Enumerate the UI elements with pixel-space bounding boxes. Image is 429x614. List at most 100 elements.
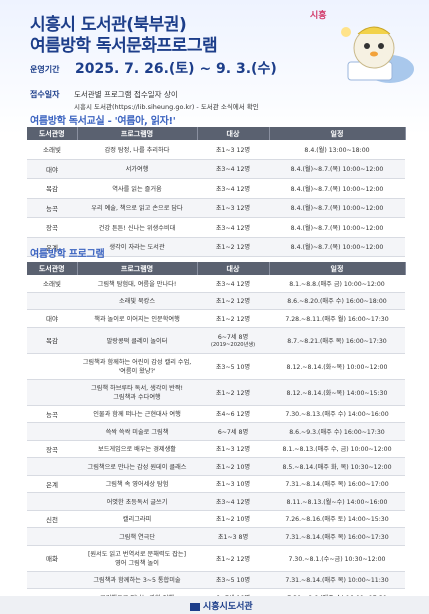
section2-title: 여름방학 프로그램	[30, 249, 105, 260]
program-cell-text: 우리 예술, 책으로 읽고 손으로 담다	[91, 205, 183, 213]
schedule-cell: 7.30.~8.13.(매주 수) 14:00~16:00	[269, 405, 405, 423]
library-cell: 능곡	[27, 198, 77, 218]
schedule-cell-text: 7.30.~8.1.(수~금) 10:30~12:00	[288, 555, 386, 563]
target-cell-text: 초1~2 12명	[215, 555, 251, 563]
reading-class-table: 도서관명 프로그램명 대상 일정 소래빛 감정 탐정, 나를 추리하다 초1~3 1…	[27, 127, 406, 257]
program-cell-text: 소래빛 북캉스	[118, 298, 156, 306]
target-cell-text: 초1~2 12명	[215, 298, 251, 306]
schedule-cell: 8.4.(월)~8.7.(목) 10:00~12:00	[269, 237, 405, 257]
program-cell: 그림책 하브루타 독서, 생각이 반짝! 그림책과 수다여행	[77, 379, 197, 406]
program-cell-text: 그림책 탐험대, 여름을 만나다!	[97, 280, 177, 288]
mascot-illustration-icon	[341, 26, 414, 83]
accept-info-line1: 도서관별 프로그램 접수일자 상이	[74, 90, 178, 99]
table-row: 소래빛 감정 탐정, 나를 추리하다 초1~3 12명 8.4.(월) 13:00~1…	[27, 140, 405, 160]
library-cell-text: 소래빛	[43, 280, 61, 289]
column-header: 프로그램명	[77, 127, 198, 140]
target-cell-text: 초1~3 12명	[215, 205, 251, 213]
target-cell-text: 초1~3 8명	[217, 533, 249, 541]
accept-info-line2: 시흥시 도서관(https://lib.siheung.go.kr) - 도서관…	[74, 103, 259, 111]
table-header-row: 도서관명 프로그램명 대상 일정	[27, 127, 406, 140]
program-cell-text: 캘리그라피	[122, 516, 152, 524]
table-row: 그림책 연극단 초1~3 8명 7.31.~8.14.(매주 목) 16:00~17…	[27, 527, 405, 546]
table-row: 대야 책과 놀이로 이어지는 인문학여행 초1~2 12명 7.28.~8.11.(매…	[27, 309, 405, 328]
program-cell: 책과 놀이로 이어지는 인문학여행	[77, 309, 197, 328]
footer-logo-text: 시흥시도서관	[203, 602, 253, 612]
program-cell-text: 책과 놀이로 이어지는 인문학여행	[94, 315, 180, 323]
target-cell-text: 초1~2 10명	[215, 516, 251, 524]
schedule-cell-text: 7.28.~8.11.(매주 월) 16:00~17:30	[285, 315, 389, 323]
schedule-cell-text: 8.6.~9.3.(매주 수) 16:00~17:30	[289, 428, 385, 436]
target-cell: 초1~2 12명	[197, 292, 269, 310]
program-cell-text: 그림책 하브루타 독서, 생각이 반짝!	[90, 385, 183, 392]
library-cell	[27, 353, 77, 380]
schedule-cell-text: 8.1.~8.8.(매주 금) 10:00~12:00	[289, 280, 385, 288]
library-cell-text: 소래빛	[43, 146, 61, 155]
schedule-cell: 7.31.~8.14.(매주 목) 16:00~17:00	[269, 475, 405, 493]
table-row: 그림책과 함께하는 어린이 감성 캘리 수업, '여름이 왔냥?' 초3~5 10명…	[27, 353, 405, 380]
city-logo: 시흥	[310, 11, 327, 21]
library-cell-text: 매화	[46, 555, 58, 563]
library-cell: 소래빛	[27, 140, 77, 160]
program-cell: 그림책 연극단	[77, 527, 197, 546]
table-row: 목감 역사를 읽는 즐거움 초3~4 12명 8.4.(월)~8.7.(목) 10:0…	[27, 178, 405, 199]
library-cell	[27, 379, 77, 406]
library-cell: 장곡	[27, 217, 77, 238]
target-cell: 초3~4 12명	[197, 275, 269, 293]
target-cell: 초1~2 12명	[197, 379, 269, 406]
schedule-cell-text: 7.26.~8.16.(매주 토) 14:00~15:30	[285, 516, 389, 524]
program-cell: 감정 탐정, 나를 추리하다	[77, 140, 197, 160]
schedule-cell-text: 7.30.~8.13.(매주 수) 14:00~16:00	[285, 411, 389, 419]
target-cell: 초3~4 12명	[197, 217, 269, 238]
target-cell: 초1~2 12명	[197, 309, 269, 328]
target-cell-text: 초1~2 12명	[215, 244, 251, 252]
program-cell: [원서도 읽고 번역서로 문해력도 잡는] 영어 그림책 놀이	[77, 545, 197, 572]
target-cell-text: 초3~4 12명	[215, 224, 251, 232]
target-cell-text: 초1~3 12명	[215, 146, 251, 154]
target-cell: 초3~4 12명	[197, 178, 269, 199]
schedule-cell-text: 8.4.(월)~8.7.(목) 10:00~12:00	[290, 244, 384, 252]
target-cell-text: 초1~2 12명	[215, 389, 251, 397]
page-title-line1: 시흥시 도서관(북부권)	[30, 15, 187, 35]
schedule-cell: 7.28.~8.11.(매주 월) 16:00~17:30	[269, 309, 405, 328]
library-cell	[27, 527, 77, 546]
table-row: 그림책 하브루타 독서, 생각이 반짝! 그림책과 수다여행 초1~2 12명 8.1…	[27, 379, 405, 406]
library-cell-text: 장곡	[46, 224, 58, 233]
library-cell-text: 은계	[46, 243, 58, 252]
column-header: 프로그램명	[77, 262, 198, 275]
target-cell: 초3~4 12명	[197, 159, 269, 179]
target-cell: 초3~5 10명	[197, 571, 269, 589]
schedule-cell: 7.26.~8.16.(매주 토) 14:00~15:30	[269, 510, 405, 528]
program-cell-text: 그림책과 함께하는 3~5 통합미술	[93, 577, 181, 585]
schedule-cell: 8.4.(월)~8.7.(목) 10:00~12:00	[269, 159, 405, 179]
library-cell-text: 대야	[46, 315, 58, 324]
schedule-cell-text: 8.1.~8.13.(매주 수, 금) 10:00~12:00	[282, 446, 392, 454]
target-cell: 초1~3 8명	[197, 527, 269, 546]
table-header-row: 도서관명 프로그램명 대상 일정	[27, 262, 406, 275]
program-cell-text: 쓱싹 쓱싹 미술로 그림책	[105, 428, 169, 436]
library-cell	[27, 292, 77, 310]
column-header: 일정	[269, 262, 406, 275]
target-cell-text: 초1~3 10명	[215, 481, 251, 489]
schedule-cell: 7.30.~8.1.(수~금) 10:30~12:00	[269, 545, 405, 572]
library-cell: 신천	[27, 510, 77, 528]
program-cell-text: 영어 그림책 놀이	[115, 560, 159, 567]
program-cell-text: 그림책 속 영어세상 탐험	[105, 481, 169, 489]
schedule-cell: 8.5.~8.14.(매주 화, 목) 10:30~12:00	[269, 457, 405, 476]
target-cell: 초3~5 10명	[197, 353, 269, 380]
target-cell: 초3~4 12명	[197, 492, 269, 511]
program-cell: 건강 튼튼! 신나는 위생수비대	[77, 217, 197, 238]
program-cell: 말랑콩떡 클레이 놀이터	[77, 327, 197, 354]
target-cell: 초1~3 12명	[197, 140, 269, 160]
schedule-cell: 8.11.~8.13.(월~수) 14:00~16:00	[269, 492, 405, 511]
schedule-cell: 7.31.~8.14.(매주 목) 16:00~17:30	[269, 527, 405, 546]
target-cell-text: 초3~4 12명	[215, 166, 251, 174]
schedule-cell-text: 8.4.(월)~8.7.(목) 10:00~12:00	[290, 224, 384, 232]
schedule-cell-text: 8.11.~8.13.(월~수) 14:00~16:00	[286, 498, 388, 506]
schedule-cell: 8.4.(월)~8.7.(목) 10:00~12:00	[269, 178, 405, 199]
library-cell: 능곡	[27, 405, 77, 423]
program-cell: 어엿한 초등독서 글쓰기	[77, 492, 197, 511]
schedule-cell-text: 7.31.~8.14.(매주 목) 16:00~17:00	[285, 481, 389, 489]
library-cell	[27, 492, 77, 511]
program-cell-text: 그림책과 수다여행	[113, 394, 161, 401]
table-row: 장곡 보드게임으로 배우는 경제생활 초1~3 12명 8.1.~8.13.(매주 수…	[27, 440, 405, 458]
